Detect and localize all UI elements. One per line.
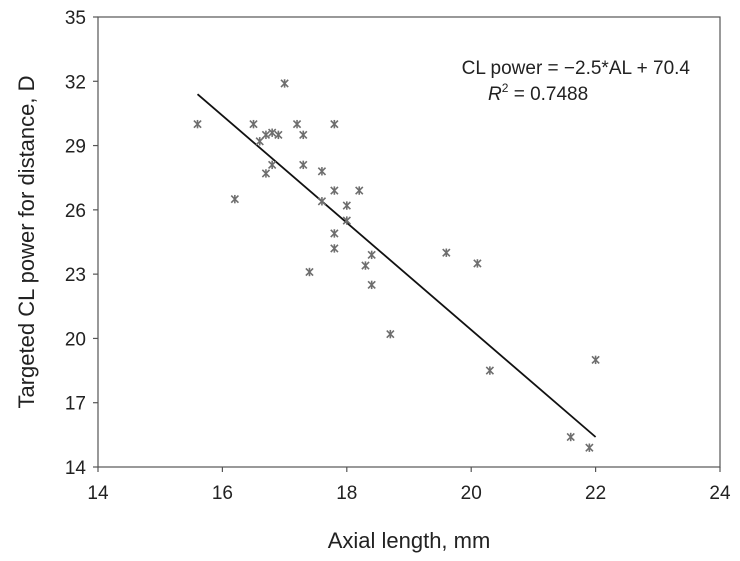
data-point (230, 194, 240, 204)
x-tick-label: 18 (336, 483, 357, 504)
data-point (317, 197, 327, 206)
data-point (267, 160, 277, 170)
x-axis-ticks: 14 16 18 20 22 24 (87, 467, 731, 504)
data-point (317, 167, 327, 176)
data-point (442, 248, 451, 257)
y-axis-ticks: 14 17 20 23 26 29 32 35 (65, 8, 98, 479)
r-squared-superscript: 2 (502, 81, 509, 95)
data-point (255, 137, 264, 146)
data-point (274, 130, 283, 140)
y-tick-label: 29 (65, 137, 86, 158)
data-point (193, 119, 202, 129)
data-point (585, 443, 594, 452)
data-point (299, 130, 308, 140)
data-point (355, 186, 364, 195)
data-point (261, 169, 271, 178)
data-point (342, 201, 351, 210)
x-tick-label: 24 (709, 483, 731, 504)
r-squared-label: R2 = 0.7488 (488, 81, 588, 105)
y-tick-label: 35 (65, 8, 86, 29)
y-axis-title: Targeted CL power for distance, D (14, 75, 39, 408)
data-point (591, 355, 600, 365)
y-tick-label: 23 (65, 265, 86, 286)
data-point (261, 130, 271, 140)
data-point (299, 160, 308, 170)
data-point (361, 261, 370, 270)
data-point (280, 79, 289, 88)
r-squared-value: = 0.7488 (508, 84, 588, 105)
y-tick-label: 26 (65, 201, 86, 222)
data-points (193, 79, 600, 452)
data-point (305, 267, 314, 277)
plot-area (97, 16, 721, 468)
y-tick-label: 20 (65, 329, 86, 350)
data-point (330, 119, 339, 129)
y-tick-label: 32 (65, 72, 86, 93)
data-point (330, 229, 339, 238)
data-point (249, 119, 258, 129)
data-point (367, 280, 376, 290)
data-point (566, 432, 575, 442)
trendline-equation: CL power = −2.5*AL + 70.4 (462, 58, 691, 79)
data-point (292, 119, 302, 129)
x-axis-title: Axial length, mm (328, 528, 491, 553)
x-tick-label: 22 (585, 483, 606, 504)
x-tick-label: 20 (461, 483, 482, 504)
data-point (367, 250, 376, 260)
y-tick-label: 14 (65, 458, 87, 479)
data-point (330, 244, 339, 253)
trendline (196, 93, 597, 438)
data-point (330, 186, 339, 195)
data-point (386, 329, 395, 339)
r-squared-symbol: R (488, 84, 502, 105)
x-tick-label: 16 (212, 483, 233, 504)
y-tick-label: 17 (65, 394, 86, 415)
data-point (485, 366, 495, 375)
data-point (473, 259, 482, 268)
data-point (267, 128, 277, 137)
x-tick-label: 14 (87, 483, 109, 504)
data-point (342, 216, 351, 225)
